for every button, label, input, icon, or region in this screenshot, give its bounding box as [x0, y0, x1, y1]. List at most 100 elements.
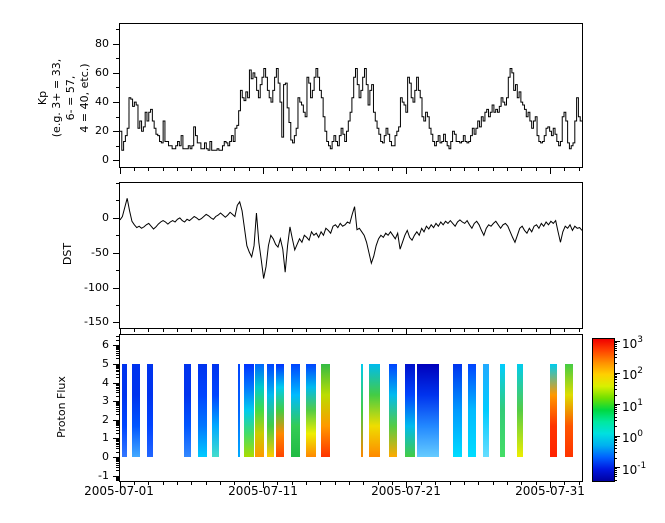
axis-tick	[406, 482, 408, 488]
axis-tick	[116, 336, 119, 338]
axis-tick	[535, 168, 537, 171]
axis-tick	[614, 468, 617, 470]
axis-tick	[535, 482, 537, 485]
axis-tick	[116, 406, 119, 408]
axis-tick	[614, 363, 617, 365]
axis-tick	[219, 168, 221, 171]
axis-tick	[291, 329, 293, 332]
axis-tick	[116, 355, 119, 356]
axis-tick	[564, 482, 566, 485]
axis-tick	[116, 427, 119, 429]
axis-tick	[392, 482, 394, 485]
proton-flux-stripe	[147, 363, 153, 458]
axis-tick	[191, 168, 193, 171]
axis-tick	[148, 329, 150, 332]
axis-tick	[306, 168, 308, 171]
axis-tick	[614, 372, 620, 374]
axis-tick	[113, 287, 119, 289]
axis-tick	[478, 168, 480, 171]
proton-flux-stripe	[266, 363, 275, 458]
dst-axis-label: DST	[61, 242, 74, 266]
axis-tick	[377, 168, 379, 171]
proton-flux-stripe	[291, 363, 301, 458]
axis-tick	[113, 217, 119, 219]
y-tick-label: 3	[102, 394, 109, 408]
axis-tick	[463, 482, 465, 485]
y-tick-label: 2	[102, 412, 109, 426]
colorbar-tick-label: 100	[622, 429, 644, 445]
axis-tick	[116, 116, 119, 118]
axis-tick	[449, 482, 451, 485]
axis-tick	[116, 477, 119, 479]
axis-tick	[578, 329, 580, 332]
axis-tick	[614, 407, 617, 409]
axis-tick	[113, 382, 119, 384]
axis-tick	[116, 439, 119, 441]
axis-tick	[116, 408, 119, 410]
axis-tick	[116, 200, 119, 202]
axis-tick	[614, 344, 617, 346]
axis-tick	[406, 329, 408, 335]
axis-tick	[506, 329, 508, 332]
axis-tick	[113, 131, 119, 133]
axis-tick	[116, 371, 119, 373]
proton-flux-stripe	[211, 363, 219, 458]
axis-tick	[614, 410, 617, 412]
axis-tick	[148, 168, 150, 171]
axis-tick	[614, 435, 620, 437]
axis-tick	[492, 482, 494, 485]
axis-tick	[349, 168, 351, 171]
axis-tick	[219, 329, 221, 332]
x-tick-label-jul11: 2005-07-11	[228, 484, 298, 498]
axis-tick	[377, 482, 379, 485]
axis-tick	[113, 419, 119, 421]
axis-tick	[521, 329, 523, 332]
axis-tick	[162, 482, 164, 485]
axis-tick	[320, 329, 322, 332]
axis-tick	[614, 457, 617, 459]
axis-tick	[116, 386, 119, 388]
axis-tick	[116, 422, 119, 424]
axis-tick	[205, 482, 207, 485]
axis-tick	[219, 482, 221, 485]
axis-tick	[248, 482, 250, 485]
y-tick-label: 0	[102, 450, 109, 464]
y-tick-label: -100	[84, 280, 109, 294]
axis-tick	[116, 373, 119, 375]
axis-tick	[116, 461, 119, 463]
axis-tick	[116, 350, 119, 352]
proton-flux-stripe	[183, 363, 191, 458]
axis-tick	[449, 168, 451, 171]
axis-tick	[116, 444, 119, 446]
y-tick-label: -50	[91, 245, 109, 259]
axis-tick	[392, 329, 394, 332]
y-tick-label: 0	[102, 153, 109, 167]
axis-tick	[614, 470, 617, 472]
axis-tick	[116, 29, 119, 31]
axis-tick	[113, 475, 119, 477]
axis-tick	[320, 482, 322, 485]
axis-tick	[614, 347, 617, 349]
axis-tick	[116, 304, 119, 306]
axis-tick	[334, 168, 336, 171]
y-tick-label: 80	[95, 36, 109, 50]
axis-tick	[116, 445, 119, 447]
axis-tick	[363, 329, 365, 332]
axis-tick	[116, 457, 119, 459]
axis-tick	[478, 329, 480, 332]
axis-tick	[614, 413, 617, 415]
axis-tick	[119, 329, 121, 335]
axis-tick	[614, 404, 620, 405]
axis-tick	[116, 349, 119, 351]
axis-tick	[116, 385, 119, 387]
axis-tick	[614, 377, 617, 379]
axis-tick	[113, 252, 119, 254]
axis-tick	[521, 482, 523, 485]
axis-tick	[614, 440, 617, 442]
axis-tick	[116, 87, 119, 89]
axis-tick	[614, 388, 617, 390]
axis-tick	[435, 329, 437, 332]
axis-tick	[614, 436, 617, 438]
colorbar-tick-label: 102	[622, 366, 644, 382]
axis-tick	[116, 389, 119, 391]
